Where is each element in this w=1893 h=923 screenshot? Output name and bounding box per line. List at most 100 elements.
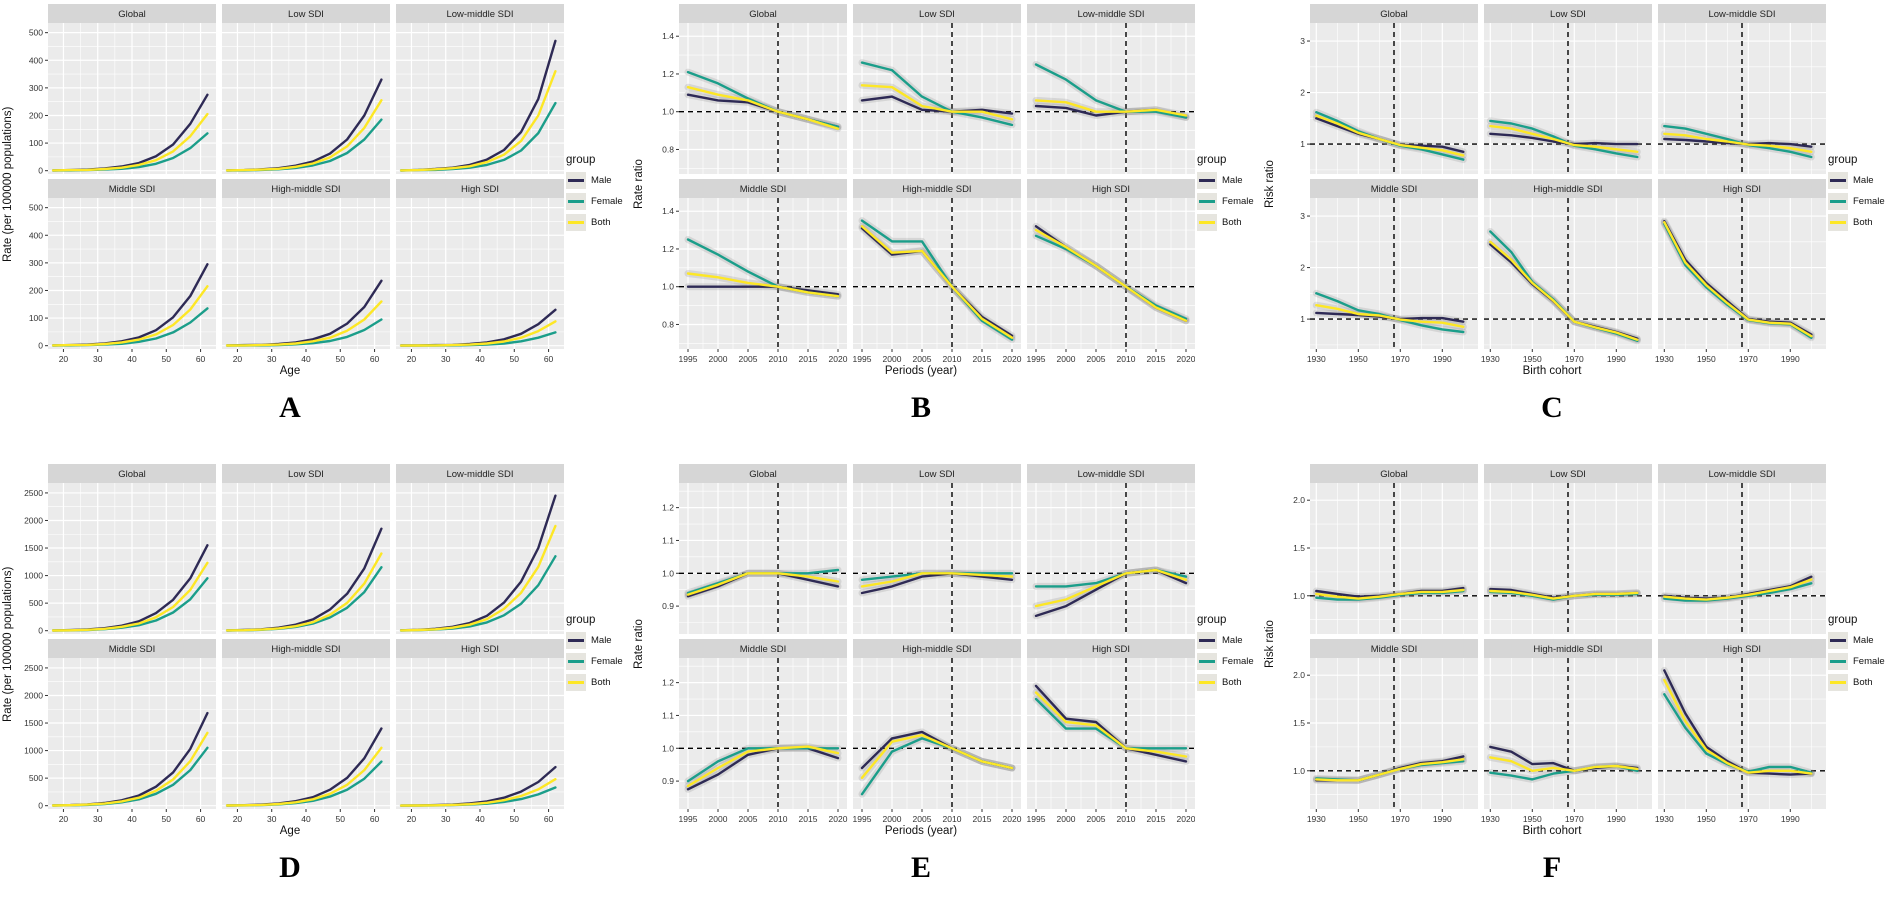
svg-text:60: 60 (196, 354, 206, 364)
legend-item-both: Both (1197, 214, 1261, 231)
svg-text:1950: 1950 (1349, 354, 1368, 364)
svg-text:2010: 2010 (769, 354, 788, 364)
svg-text:1950: 1950 (1697, 354, 1716, 364)
panel-E-letter: E (910, 851, 931, 884)
legend-item-male: Male (1828, 632, 1892, 649)
svg-text:Low-middle SDI: Low-middle SDI (1708, 9, 1775, 20)
svg-text:20: 20 (233, 354, 243, 364)
panel-C-letter: C (1541, 391, 1563, 424)
svg-text:1500: 1500 (24, 718, 43, 728)
svg-text:1.0: 1.0 (1293, 766, 1305, 776)
panel-C-x-axis-label: Birth cohort (1522, 365, 1582, 377)
svg-text:2015: 2015 (1147, 814, 1166, 824)
svg-text:2000: 2000 (1057, 814, 1076, 824)
svg-text:High SDI: High SDI (1092, 644, 1130, 655)
svg-text:Low-middle SDI: Low-middle SDI (1077, 9, 1144, 20)
svg-text:200: 200 (29, 285, 43, 295)
svg-text:40: 40 (301, 354, 311, 364)
panel-D-letter: D (279, 851, 301, 884)
legend-title: group (1197, 614, 1227, 626)
svg-text:Global: Global (1380, 469, 1407, 480)
svg-text:40: 40 (475, 814, 485, 824)
svg-text:1500: 1500 (24, 543, 43, 553)
svg-text:1930: 1930 (1655, 814, 1674, 824)
svg-text:0: 0 (38, 626, 43, 636)
svg-text:Low SDI: Low SDI (919, 9, 955, 20)
svg-text:100: 100 (29, 313, 43, 323)
svg-text:2005: 2005 (739, 354, 758, 364)
svg-text:Global: Global (1380, 9, 1407, 20)
svg-text:2010: 2010 (943, 814, 962, 824)
svg-text:2020: 2020 (1177, 814, 1195, 824)
svg-text:2000: 2000 (1057, 354, 1076, 364)
panel-D-x-axis-label: Age (279, 825, 301, 837)
panel-E-legend: group Male Female Both (1197, 614, 1261, 695)
legend-item-female: Female (566, 193, 630, 210)
panel-D-y-axis-label: Rate (per 100000 populations) (2, 566, 14, 722)
svg-text:Middle SDI: Middle SDI (1371, 644, 1417, 655)
svg-text:500: 500 (29, 28, 43, 38)
svg-text:High-middle SDI: High-middle SDI (271, 184, 340, 195)
svg-text:20: 20 (233, 814, 243, 824)
svg-text:2500: 2500 (24, 663, 43, 673)
svg-text:30: 30 (93, 814, 103, 824)
svg-text:2010: 2010 (1117, 354, 1136, 364)
svg-text:High SDI: High SDI (1723, 644, 1761, 655)
panel-E-x-axis-label: Periods (year) (884, 825, 958, 837)
svg-text:2015: 2015 (973, 354, 992, 364)
svg-text:1.5: 1.5 (1293, 543, 1305, 553)
svg-text:1990: 1990 (1781, 814, 1800, 824)
legend-key-male-icon (566, 632, 586, 649)
svg-text:High-middle SDI: High-middle SDI (271, 644, 340, 655)
svg-text:Global: Global (118, 9, 145, 20)
svg-text:0.9: 0.9 (662, 776, 674, 786)
legend-key-male-icon (1828, 632, 1848, 649)
legend-key-female-icon (1828, 193, 1848, 210)
legend-title: group (566, 154, 596, 166)
svg-text:High-middle SDI: High-middle SDI (902, 184, 971, 195)
svg-text:1.0: 1.0 (662, 743, 674, 753)
legend-key-male-icon (1197, 632, 1217, 649)
svg-text:Global: Global (749, 469, 776, 480)
svg-text:0: 0 (38, 166, 43, 176)
svg-text:2020: 2020 (1177, 354, 1195, 364)
svg-text:1990: 1990 (1433, 354, 1452, 364)
legend-title: group (1197, 154, 1227, 166)
svg-text:2005: 2005 (913, 354, 932, 364)
panel-F-chart: Global 1.0 1.5 2.0 Low SDI Low-middle SDI Midd… (1293, 464, 1826, 824)
panel-F-x-axis-label: Birth cohort (1522, 825, 1582, 837)
svg-text:20: 20 (59, 814, 69, 824)
svg-text:60: 60 (544, 354, 554, 364)
svg-text:50: 50 (510, 354, 520, 364)
svg-text:1990: 1990 (1433, 814, 1452, 824)
svg-text:2005: 2005 (739, 814, 758, 824)
svg-text:1995: 1995 (853, 814, 872, 824)
legend-key-both-icon (1828, 674, 1848, 691)
panel-D: Rate (per 100000 populations) Global 0 500… (0, 460, 631, 923)
svg-text:1930: 1930 (1307, 354, 1326, 364)
svg-text:2015: 2015 (1147, 354, 1166, 364)
svg-text:High-middle SDI: High-middle SDI (1533, 644, 1602, 655)
svg-text:20: 20 (407, 354, 417, 364)
legend-item-female: Female (566, 653, 630, 670)
panel-B-chart: Global 0.8 1.0 1.2 1.4 Low SDI Low-middle SDI M… (662, 4, 1195, 364)
legend-key-both-icon (1197, 674, 1217, 691)
svg-text:0.8: 0.8 (662, 319, 674, 329)
svg-text:1995: 1995 (679, 814, 698, 824)
svg-text:2005: 2005 (1087, 814, 1106, 824)
svg-text:High SDI: High SDI (1723, 184, 1761, 195)
svg-text:1930: 1930 (1655, 354, 1674, 364)
svg-text:0: 0 (38, 341, 43, 351)
svg-text:1950: 1950 (1523, 814, 1542, 824)
legend-key-both-icon (1828, 214, 1848, 231)
svg-text:100: 100 (29, 138, 43, 148)
svg-text:20: 20 (59, 354, 69, 364)
svg-text:1970: 1970 (1739, 814, 1758, 824)
svg-text:2000: 2000 (883, 354, 902, 364)
svg-text:Global: Global (749, 9, 776, 20)
legend-key-both-icon (1197, 214, 1217, 231)
svg-text:400: 400 (29, 230, 43, 240)
svg-text:Low SDI: Low SDI (288, 469, 324, 480)
svg-text:0.8: 0.8 (662, 144, 674, 154)
svg-text:1970: 1970 (1391, 814, 1410, 824)
